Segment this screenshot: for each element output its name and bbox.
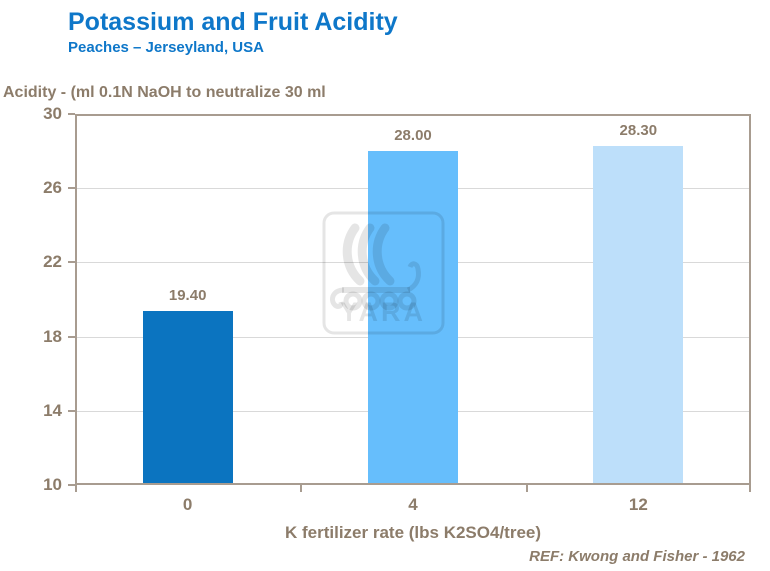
bar-12 (593, 145, 684, 485)
sail-icon (342, 223, 365, 286)
y-tick-mark-22 (68, 261, 75, 264)
y-tick-mark-10 (68, 484, 75, 486)
reference-citation: REF: Kwong and Fisher - 1962 (529, 548, 745, 565)
x-tick-mark-3 (749, 485, 751, 492)
shield-icon (343, 291, 363, 311)
y-tick-mark-26 (68, 187, 75, 190)
y-tick-label-18: 18 (43, 326, 62, 346)
ship-stern-icon (329, 287, 345, 309)
y-tick-mark-18 (68, 335, 75, 338)
x-tick-mark-2 (525, 485, 528, 492)
bar-0 (142, 310, 233, 485)
bar-value-label-4: 28.00 (394, 127, 432, 145)
x-tick-label-4: 4 (408, 495, 418, 514)
chart: YARA K fertilizer rate (lbs K2SO4/tree) … (43, 104, 751, 542)
y-tick-label-14: 14 (43, 400, 62, 420)
page-subtitle: Peaches – Jerseyland, USA (68, 39, 264, 56)
y-tick-label-26: 26 (43, 178, 62, 198)
bar-value-label-12: 28.30 (619, 121, 658, 139)
y-tick-label-22: 22 (43, 252, 62, 272)
x-tick-label-0: 0 (182, 495, 193, 514)
x-tick-mark-0 (75, 485, 77, 492)
page-title: Potassium and Fruit Acidity (68, 8, 398, 36)
bar-4 (368, 151, 458, 485)
x-tick-label-12: 12 (628, 495, 648, 514)
bar-value-label-0: 19.40 (168, 286, 207, 304)
y-tick-label-30: 30 (43, 104, 62, 123)
x-tick-mark-1 (300, 485, 303, 492)
y-tick-label-10: 10 (43, 475, 62, 494)
y-tick-mark-30 (68, 113, 75, 115)
y-tick-mark-14 (68, 409, 75, 412)
y-axis-title: Acidity - (ml 0.1N NaOH to neutralize 30… (3, 84, 326, 101)
x-axis-title: K fertilizer rate (lbs K2SO4/tree) (284, 523, 542, 542)
